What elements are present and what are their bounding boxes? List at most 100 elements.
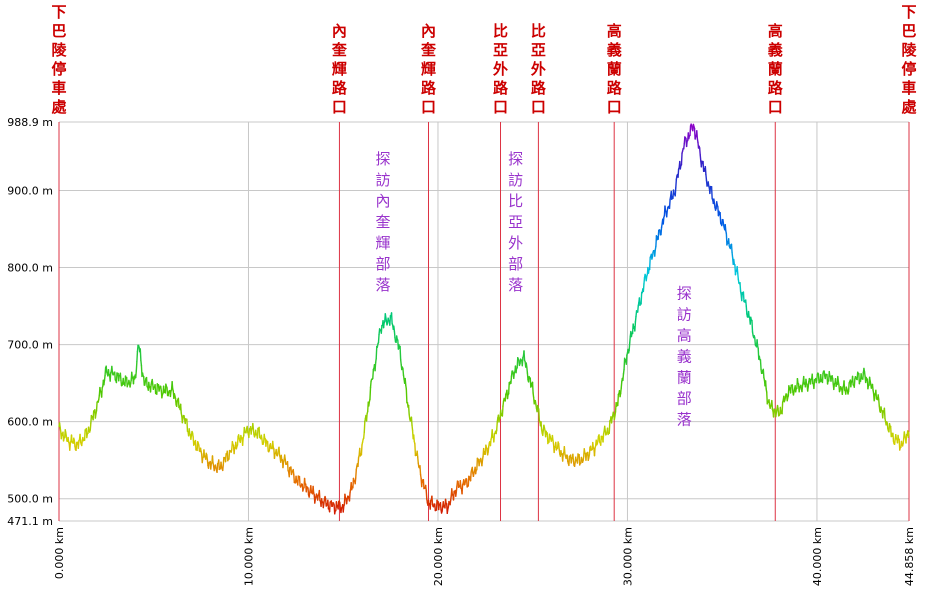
profile-segment-0-79 [103,379,106,386]
profile-segment-0-537 [363,420,366,434]
profile-segment-0-759 [489,438,492,447]
profile-segment-0-394 [282,461,285,469]
profile-segment-0-824 [526,372,529,381]
y-tick-label-3: 700.0 m [7,339,53,352]
profile-segment-0-818 [523,350,526,362]
profile-segment-0-1322 [809,378,812,385]
profile-segment-0-293 [224,453,227,463]
profile-segment-0-646 [425,489,428,500]
profile-segment-0-323 [241,437,244,447]
profile-segment-0-299 [228,449,231,460]
profile-segment-0-128 [131,371,134,379]
profile-segment-0-391 [280,454,283,461]
profile-segment-0-631 [417,456,419,464]
profile-segment-0-552 [372,368,375,380]
profile-segment-0-1452 [883,407,886,420]
profile-segment-0-190 [166,387,169,397]
profile-segment-0-1358 [830,376,833,382]
profile-segment-0-1494 [907,431,910,438]
profile-segment-0-93 [111,365,114,374]
profile-segment-0-164 [151,378,154,386]
profile-segment-0-1029 [643,277,646,285]
profile-segment-0-1328 [813,379,816,390]
profile-segment-0-541 [365,413,368,422]
profile-segment-0-367 [266,440,269,452]
x-tick-label-4: 40.000 km [811,527,824,586]
profile-segment-0-1100 [683,136,686,145]
profile-segment-0-229 [188,428,191,435]
profile-segment-0-989 [620,380,623,389]
profile-segment-0-521 [354,477,357,485]
profile-segment-0-246 [198,444,201,452]
profile-segment-0-1343 [821,372,824,384]
profile-segment-0-1234 [759,359,762,371]
profile-segment-0-791 [507,381,510,395]
profile-segment-0-868 [551,434,554,442]
profile-segment-0-1014 [634,315,637,323]
profile-segment-0-624 [413,434,415,443]
profile-segment-0-1265 [777,408,780,417]
profile-segment-0-641 [422,479,425,490]
profile-segment-0-387 [278,446,281,456]
profile-segment-0-1110 [689,125,692,137]
profile-segment-0-1194 [737,272,740,280]
marker-lines [58,122,910,521]
profile-segment-0-1457 [886,422,889,430]
profile-segment-0-1069 [665,209,668,218]
profile-segment-0-653 [429,499,432,510]
profile-segment-0-1137 [704,165,707,176]
profile-segment-0-822 [525,362,528,369]
profile-segment-0-458 [318,489,321,502]
profile-segment-0-972 [610,417,613,424]
profile-segment-0-1389 [847,382,850,392]
profile-segment-0-1004 [629,335,631,344]
profile-segment-0-621 [411,424,414,432]
profile-segment-0-781 [502,400,505,407]
profile-segment-0-1243 [764,380,767,390]
profile-segment-0-342 [252,428,255,436]
profile-segment-0-349 [256,427,259,439]
profile-segment-0-19 [69,441,72,451]
profile-segment-0-161 [149,384,152,393]
profile-segment-0-270 [211,455,214,464]
profile-segment-0-770 [496,421,498,431]
profile-segment-0-143 [139,348,142,361]
profile-segment-0-225 [186,418,189,432]
profile-segment-0-1411 [860,373,863,380]
profile-segment-0-438 [307,487,310,496]
profile-segment-0-1148 [710,186,713,200]
annotations: 探訪內奎輝部落 探訪比亞外部落 探訪高義蘭部落 [376,150,692,429]
profile-segment-0-169 [154,384,157,395]
profile-segment-0-1467 [892,432,895,442]
profile-segment-0-804 [515,367,518,374]
x-tick-label-1: 10.000 km [242,527,255,586]
profile-segment-0-547 [369,386,372,401]
profile-segment-0-66 [95,401,98,412]
profile-segment-0-432 [303,477,306,485]
profile-segment-0-545 [368,401,371,407]
profile-segment-0-398 [284,458,287,465]
profile-segment-0-500 [342,505,345,513]
profile-segment-0-75 [100,387,103,398]
profile-segment-0-1487 [903,431,906,438]
profile-segment-0-689 [449,495,452,501]
x-tick-label-5: 44.858 km [903,527,916,586]
profile-segment-0-983 [617,393,620,407]
profile-segment-0-1470 [893,438,896,445]
profile-segment-0-331 [246,425,249,433]
profile-segment-0-1059 [660,226,663,236]
profile-segment-0-252 [201,456,204,464]
profile-segment-0-605 [402,367,405,376]
profile-segment-0-199 [171,380,174,390]
profile-segment-0-240 [194,439,197,451]
profile-segment-0-476 [328,501,331,513]
profile-segment-0-661 [434,503,437,512]
profile-segment-0-1299 [796,378,799,384]
profile-segment-0-894 [566,454,569,463]
profile-segment-0-144 [140,359,143,367]
profile-segment-0-379 [273,452,276,460]
profile-segment-0-1104 [685,140,688,148]
profile-segment-0-1152 [713,198,716,204]
x-tick-label-0: 0.000 km [53,527,66,579]
profile-segment-0-562 [377,333,380,344]
